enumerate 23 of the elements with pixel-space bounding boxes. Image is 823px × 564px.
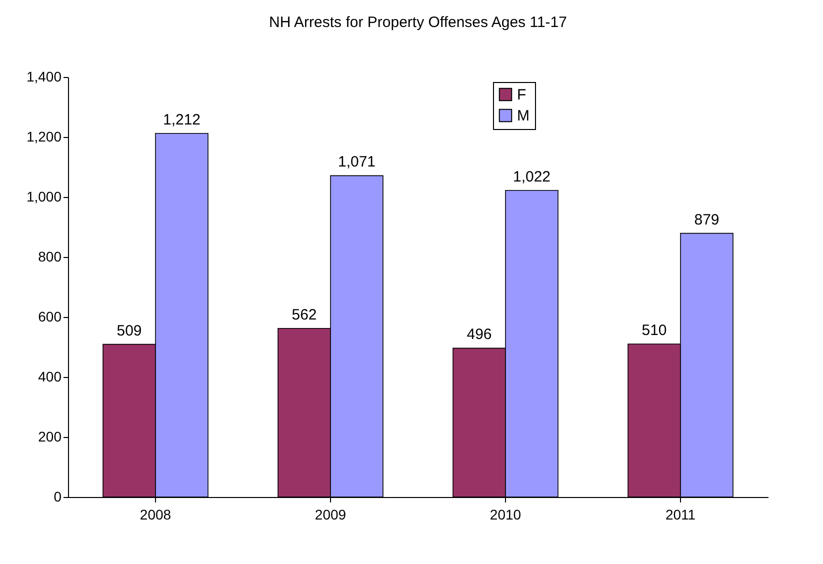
- legend-label: F: [517, 86, 526, 104]
- data-label: 1,071: [338, 154, 376, 171]
- data-label: 496: [466, 326, 492, 344]
- y-tick-label: 0: [54, 488, 62, 504]
- x-tick-label: 2011: [665, 506, 696, 522]
- y-tick-label: 1,000: [26, 188, 62, 204]
- y-tick-label: 200: [38, 428, 62, 444]
- y-tick-label: 1,200: [26, 128, 62, 144]
- data-label: 510: [642, 322, 667, 339]
- y-tick-label: 800: [38, 248, 62, 264]
- x-tick-label: 2009: [314, 506, 346, 522]
- y-tick-label: 1,400: [26, 68, 62, 84]
- data-label: 879: [694, 211, 720, 228]
- y-tick-label: 600: [38, 308, 62, 324]
- chart-title: NH Arrests for Property Offenses Ages 11-17: [269, 14, 567, 31]
- data-label: 1,212: [162, 111, 201, 128]
- x-tick-label: 2008: [140, 506, 172, 522]
- legend-label: M: [517, 108, 530, 124]
- data-label: 509: [116, 322, 142, 340]
- y-tick-label: 400: [38, 368, 62, 384]
- data-label: 1,022: [512, 168, 551, 186]
- data-label: 562: [292, 306, 317, 324]
- x-tick-label: 2010: [490, 506, 522, 522]
